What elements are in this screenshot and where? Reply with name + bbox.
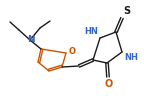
- Text: HN: HN: [84, 27, 98, 36]
- Text: O: O: [69, 47, 76, 56]
- Text: N: N: [27, 35, 35, 45]
- Text: NH: NH: [124, 53, 138, 62]
- Text: O: O: [105, 79, 113, 89]
- Text: S: S: [123, 6, 130, 16]
